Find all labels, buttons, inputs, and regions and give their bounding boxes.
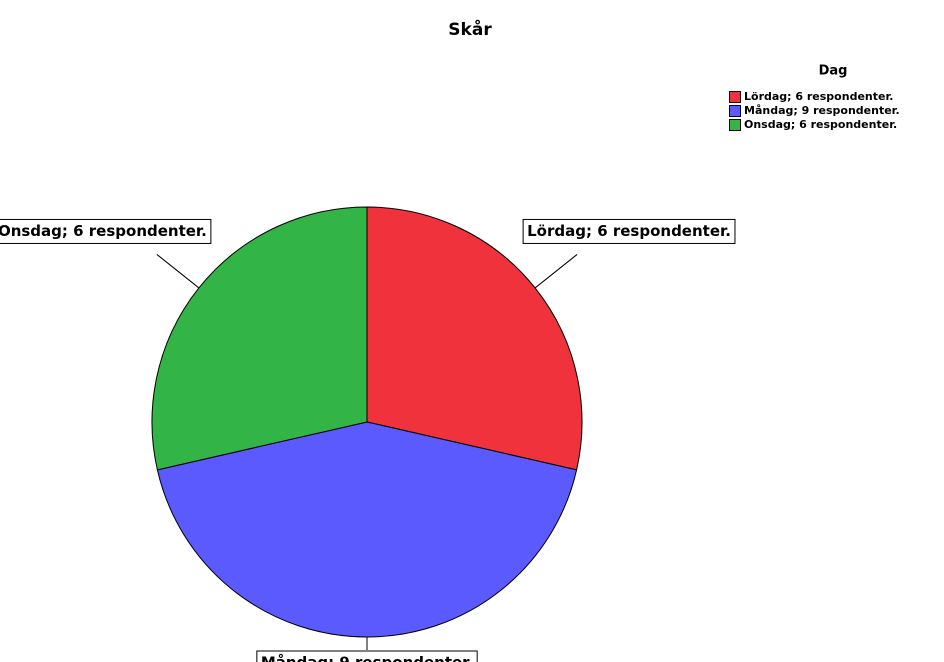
legend-swatch	[729, 119, 741, 131]
label-box	[256, 650, 478, 662]
data-label: Lördag; 6 respondenter.	[527, 222, 731, 240]
pie-slice	[156, 421, 578, 638]
legend-label: Onsdag; 6 respondenter.	[744, 118, 897, 131]
legend-swatch	[729, 105, 741, 117]
chart-title: Skår	[448, 18, 492, 40]
leader-line	[156, 254, 200, 289]
data-label: Måndag; 9 respondenter.	[261, 654, 473, 662]
data-label: Onsdag; 6 respondenter.	[0, 222, 207, 240]
legend-title: Dag	[819, 64, 848, 79]
label-box	[522, 218, 736, 244]
legend-swatch	[729, 91, 741, 103]
legend-label: Lördag; 6 respondenter.	[744, 90, 894, 103]
label-box	[0, 218, 212, 244]
pie-slice	[366, 206, 583, 471]
legend-label: Måndag; 9 respondenter.	[744, 104, 900, 117]
leader-line	[534, 254, 578, 289]
pie-slice	[151, 206, 368, 471]
